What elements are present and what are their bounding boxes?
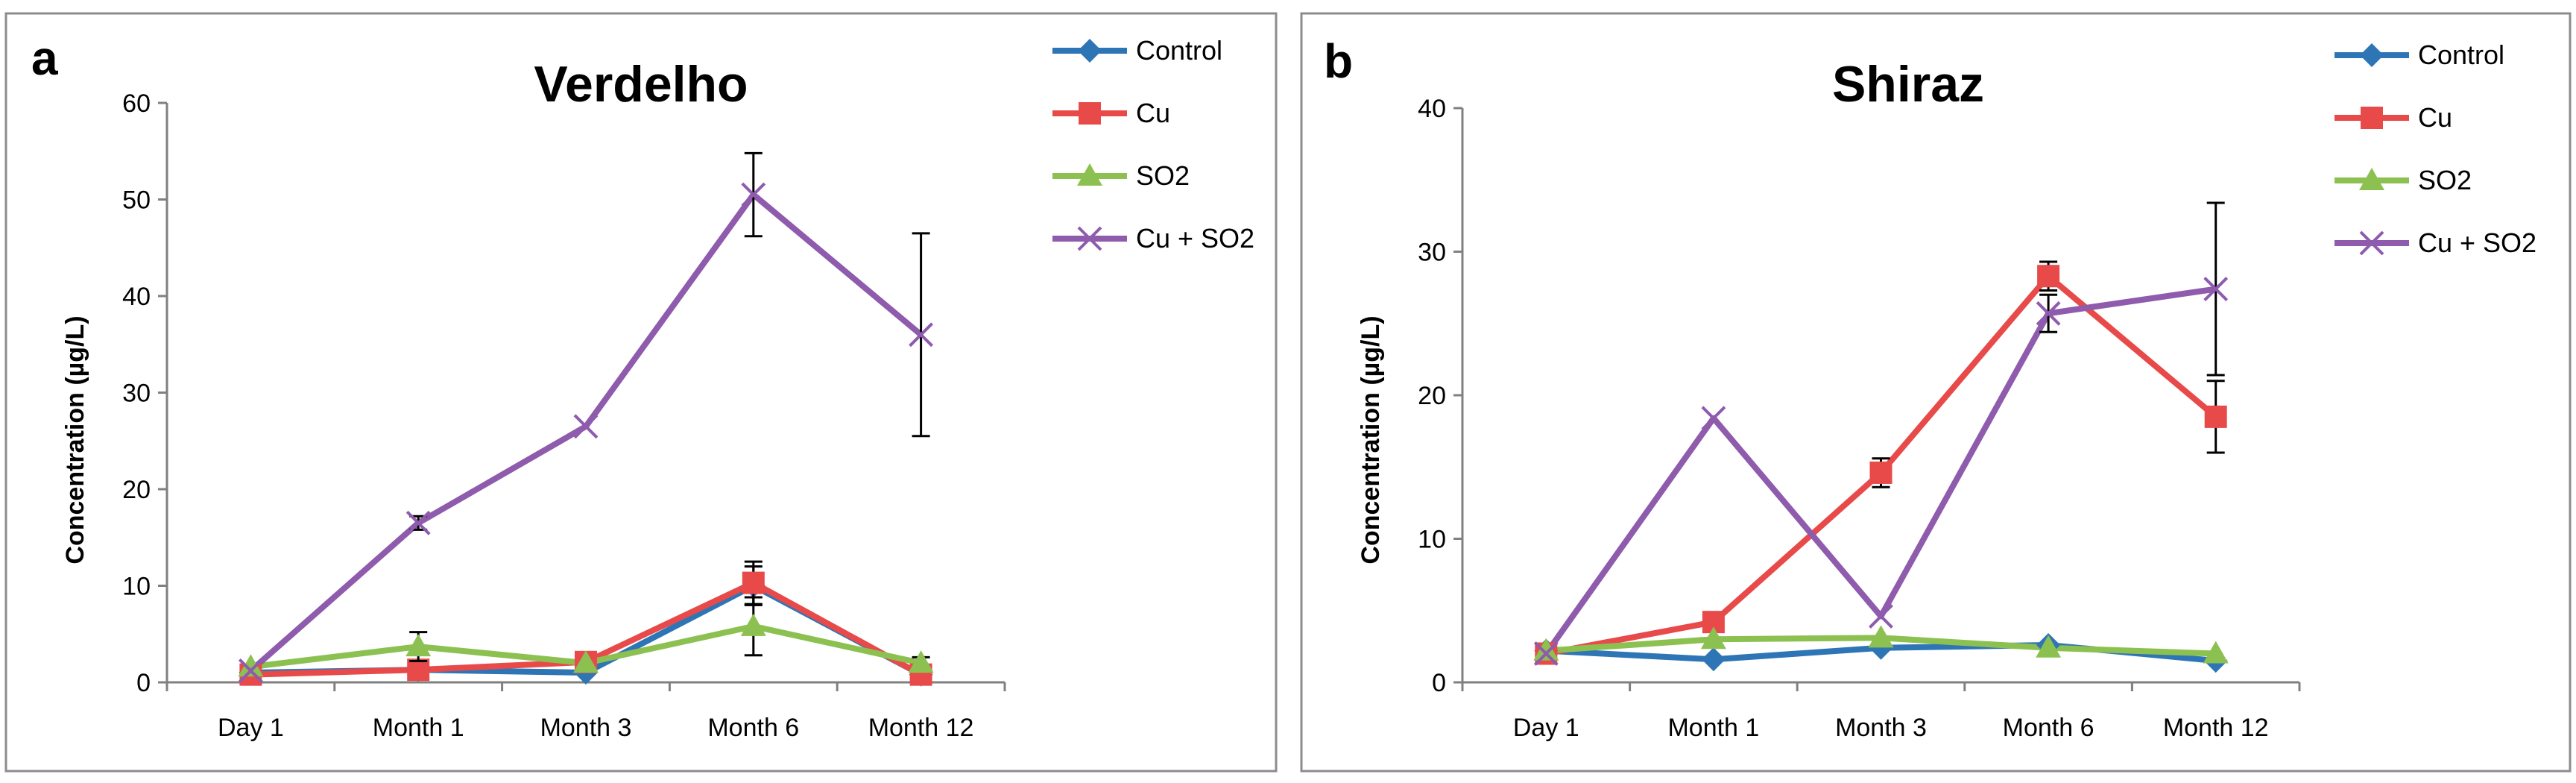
x-tick-label: Day 1 — [218, 714, 284, 742]
y-tick-label: 40 — [1418, 95, 1446, 123]
y-tick-label: 20 — [122, 476, 151, 504]
y-tick-label: 60 — [122, 89, 151, 118]
panel-verdelho: a Verdelho Concentration (µg/L) 0 10 20 30 4… — [4, 12, 1278, 773]
chart-title-shiraz: Shiraz — [1832, 56, 1984, 113]
legend-marker — [1077, 226, 1102, 251]
legend-marker — [2360, 43, 2384, 67]
data-point-cu-so2 — [2036, 301, 2061, 326]
legend-item-so2: SO2 — [1052, 160, 1190, 191]
y-tick-label: 50 — [122, 186, 151, 215]
data-point-cu — [2037, 265, 2060, 288]
data-marks — [238, 151, 934, 687]
panel-label-a: a — [31, 31, 58, 85]
y-tick-label: 10 — [1418, 526, 1446, 554]
data-point-cu — [407, 658, 430, 682]
chart-title-verdelho: Verdelho — [534, 56, 748, 113]
data-point-so2 — [1700, 626, 1726, 650]
data-point-cu-so2 — [573, 414, 599, 439]
legend-label: Cu + SO2 — [1136, 223, 1254, 254]
data-point-cu-so2 — [1533, 641, 1559, 666]
legend-marker — [2359, 230, 2384, 256]
x-tick-label: Month 6 — [707, 714, 799, 742]
legend-item-control: Control — [1052, 35, 1222, 66]
x-tick-label: Month 3 — [1835, 714, 1927, 742]
data-point-cu — [2204, 405, 2227, 428]
legend: Control Cu SO2 Cu + SO2 — [1052, 35, 1254, 254]
legend-item-cu: Cu — [2334, 102, 2452, 133]
axes: 0 10 20 30 40 50 60 Day 1 Month 1 Month 3 Month 6 M… — [122, 89, 1006, 742]
data-point-so2 — [2036, 635, 2062, 658]
data-point-cu-so2 — [1701, 406, 1726, 431]
x-tick-label: Month 12 — [2163, 714, 2269, 742]
y-tick-label: 0 — [1432, 669, 1446, 697]
legend-item-control: Control — [2334, 40, 2504, 70]
x-tick-label: Month 3 — [540, 714, 632, 742]
data-point-so2 — [1533, 638, 1559, 661]
axes: 0 10 20 30 40 Day 1 Month 1 Month 3 Month 6 Month… — [1418, 95, 2301, 742]
legend-marker — [1077, 163, 1102, 186]
data-point-so2 — [740, 613, 766, 636]
legend: Control Cu SO2 Cu + SO2 — [2334, 40, 2536, 258]
data-point-control — [1701, 647, 1726, 672]
legend-marker — [1078, 39, 1102, 63]
panel-shiraz: b Shiraz Concentration (µg/L) 0 10 20 30 40 D… — [1300, 12, 2572, 773]
y-axis-label: Concentration (µg/L) — [61, 315, 89, 564]
x-tick-label: Month 12 — [868, 714, 974, 742]
y-tick-label: 10 — [122, 573, 151, 601]
legend-marker — [2359, 168, 2384, 190]
data-marks — [1533, 201, 2229, 673]
x-tick-label: Month 1 — [1667, 714, 1759, 742]
legend-item-cu-so2: Cu + SO2 — [2334, 227, 2536, 258]
y-axis-label: Concentration (µg/L) — [1357, 315, 1385, 564]
x-tick-label: Month 1 — [373, 714, 464, 742]
legend-label: Control — [2418, 40, 2504, 70]
data-point-cu-so2 — [238, 658, 263, 683]
data-point-cu-so2 — [405, 510, 431, 535]
legend-label: SO2 — [1136, 160, 1190, 191]
legend-item-so2: SO2 — [2334, 165, 2472, 195]
data-point-so2 — [573, 650, 599, 673]
x-tick-label: Day 1 — [1513, 714, 1579, 742]
data-point-cu — [1869, 461, 1892, 484]
data-point-cu-so2 — [741, 182, 766, 207]
y-tick-label: 0 — [136, 669, 151, 697]
panel-frame — [4, 12, 1278, 773]
x-tick-label: Month 6 — [2003, 714, 2094, 742]
legend-item-cu: Cu — [1052, 98, 1170, 128]
legend-label: Cu — [2418, 102, 2452, 133]
legend-label: Cu — [1136, 98, 1170, 128]
y-tick-label: 30 — [1418, 239, 1446, 267]
y-tick-label: 30 — [122, 380, 151, 408]
legend-label: Control — [1136, 35, 1222, 66]
panel-label-b: b — [1324, 34, 1353, 88]
legend-item-cu-so2: Cu + SO2 — [1052, 223, 1254, 254]
data-point-so2 — [2203, 641, 2229, 664]
legend-label: Cu + SO2 — [2418, 227, 2536, 258]
data-point-so2 — [405, 634, 432, 657]
y-tick-label: 20 — [1418, 382, 1446, 410]
legend-marker — [2361, 107, 2383, 129]
data-point-so2 — [238, 654, 264, 677]
data-point-cu — [742, 571, 765, 594]
data-point-so2 — [1868, 625, 1894, 648]
legend-label: SO2 — [2418, 165, 2472, 195]
legend-marker — [1079, 102, 1101, 125]
data-point-cu-so2 — [2203, 277, 2229, 301]
data-point-so2 — [908, 650, 934, 673]
data-point-cu-so2 — [909, 322, 934, 348]
data-point-cu-so2 — [1869, 604, 1893, 629]
y-tick-label: 40 — [122, 283, 151, 311]
